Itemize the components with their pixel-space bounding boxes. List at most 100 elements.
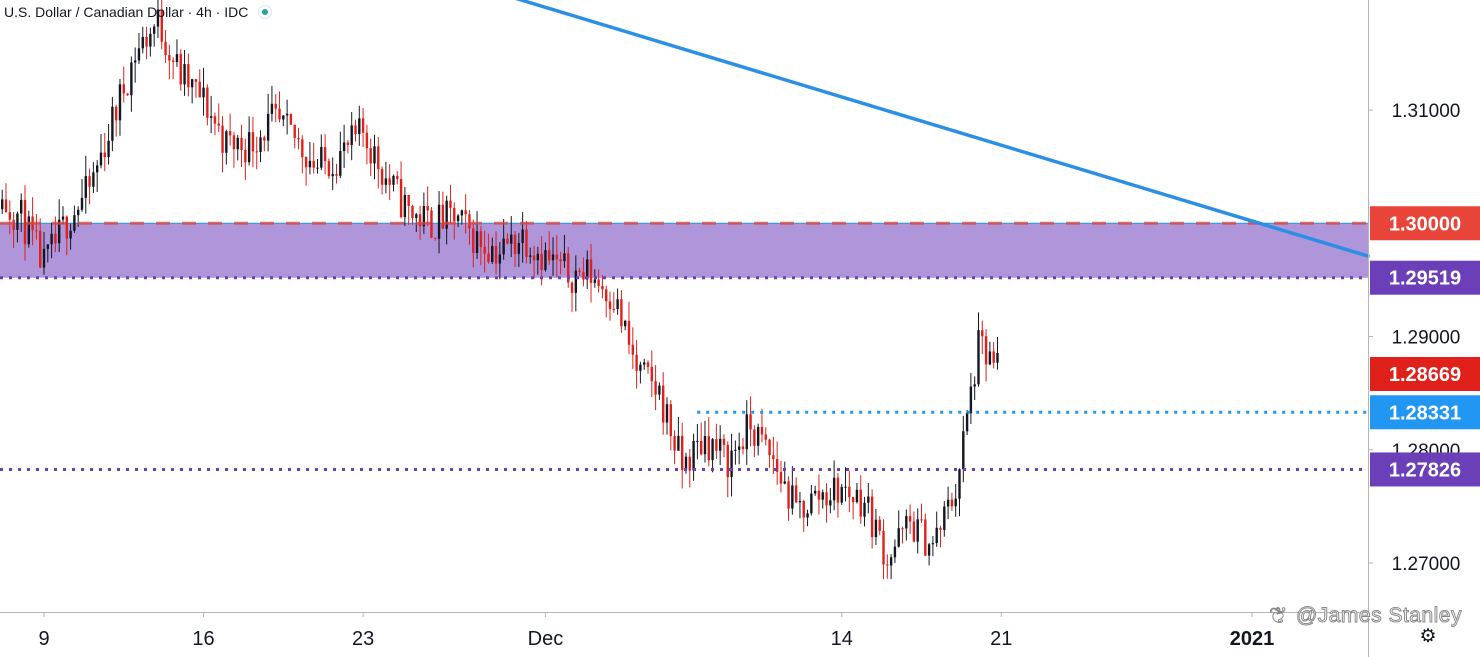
symbol-title: U.S. Dollar / Canadian Dollar · 4h · IDC bbox=[4, 4, 249, 20]
candle-bull bbox=[829, 500, 832, 506]
candle-bull bbox=[517, 242, 521, 254]
price-tag-1.27826 bbox=[1370, 452, 1480, 487]
candle-bear bbox=[434, 237, 437, 239]
candle-bear bbox=[620, 299, 623, 327]
candle-bear bbox=[870, 496, 874, 538]
y-tick-label: 1.27000 bbox=[1392, 554, 1461, 575]
candle-bull bbox=[551, 254, 555, 261]
candle-bull bbox=[844, 486, 847, 488]
candle-bear bbox=[194, 79, 198, 82]
candle-bear bbox=[164, 41, 167, 56]
price-tag-label: 1.28669 bbox=[1389, 364, 1461, 386]
candle-bull bbox=[342, 142, 346, 152]
candle-bull bbox=[593, 279, 597, 283]
candle-bull bbox=[696, 440, 699, 442]
x-tick-label: 14 bbox=[831, 628, 853, 650]
candle-bull bbox=[973, 384, 976, 387]
candle-bear bbox=[506, 238, 509, 244]
candle-bear bbox=[699, 440, 703, 455]
candle-bull bbox=[783, 481, 786, 484]
candle-bear bbox=[289, 113, 293, 125]
candle-bear bbox=[206, 87, 209, 118]
candle-bear bbox=[228, 131, 232, 136]
candle-bull bbox=[510, 234, 513, 244]
candle-bull bbox=[445, 200, 448, 229]
candle-bear bbox=[54, 233, 57, 244]
candle-bear bbox=[559, 259, 562, 262]
candle-bull bbox=[137, 48, 141, 61]
candle-bear bbox=[886, 564, 889, 566]
candle-bear bbox=[304, 157, 308, 168]
candle-bull bbox=[498, 254, 502, 264]
candle-bear bbox=[760, 426, 764, 435]
candle-bear bbox=[244, 149, 247, 163]
candle-bull bbox=[529, 255, 532, 257]
candle-bull bbox=[266, 113, 270, 141]
candle-bear bbox=[388, 178, 391, 185]
candle-bull bbox=[92, 172, 95, 187]
candle-bear bbox=[8, 212, 12, 220]
candle-bear bbox=[650, 366, 653, 382]
candle-bear bbox=[753, 429, 756, 446]
candle-bull bbox=[935, 527, 938, 544]
candle-bull bbox=[339, 151, 342, 176]
candle-bear bbox=[468, 214, 471, 229]
candle-bull bbox=[718, 438, 722, 451]
candle-bull bbox=[107, 140, 110, 158]
candle-bear bbox=[779, 471, 783, 484]
price-tag-label: 1.29519 bbox=[1389, 268, 1461, 290]
candle-bear bbox=[901, 528, 904, 530]
candle-bear bbox=[513, 234, 517, 254]
candle-bull bbox=[384, 178, 388, 185]
candle-bull bbox=[791, 485, 794, 509]
candle-bear bbox=[323, 146, 327, 162]
candle-bear bbox=[240, 137, 243, 150]
candle-bear bbox=[859, 489, 862, 517]
watermark-text: @James Stanley bbox=[1295, 604, 1462, 628]
candle-bull bbox=[756, 426, 760, 446]
candle-bull bbox=[962, 431, 965, 470]
candle-bear bbox=[354, 125, 357, 135]
candle-bear bbox=[605, 289, 608, 302]
candle-bull bbox=[403, 194, 407, 218]
candle-bear bbox=[768, 439, 771, 456]
candle-bear bbox=[361, 118, 365, 133]
candle-bull bbox=[810, 493, 813, 514]
candle-bull bbox=[415, 214, 418, 218]
candle-bull bbox=[988, 351, 992, 365]
candle-bear bbox=[301, 139, 304, 158]
candle-bull bbox=[916, 519, 919, 542]
candle-bull bbox=[42, 248, 46, 268]
candle-bear bbox=[912, 521, 916, 542]
candle-bear bbox=[122, 84, 125, 94]
candle-bull bbox=[133, 60, 137, 63]
candle-bull bbox=[50, 233, 53, 245]
candle-bear bbox=[126, 93, 129, 96]
candle-bull bbox=[61, 216, 65, 220]
candle-bull bbox=[536, 253, 540, 261]
price-tag-label: 1.28331 bbox=[1389, 402, 1461, 424]
candle-bull bbox=[175, 54, 179, 62]
candle-bull bbox=[475, 231, 479, 254]
candle-bear bbox=[399, 178, 403, 218]
candle-bear bbox=[160, 9, 163, 42]
gear-icon[interactable]: ⚙ bbox=[1419, 626, 1437, 647]
candle-bear bbox=[631, 344, 635, 355]
candle-bull bbox=[99, 152, 103, 166]
candle-bull bbox=[149, 33, 152, 47]
candle-bull bbox=[665, 404, 669, 423]
candle-bull bbox=[889, 557, 893, 566]
candle-bull bbox=[692, 440, 695, 471]
candle-bull bbox=[259, 137, 262, 152]
candle-bull bbox=[624, 320, 627, 327]
candle-bull bbox=[813, 490, 817, 494]
candle-bear bbox=[274, 103, 277, 109]
candle-bull bbox=[373, 146, 376, 164]
candle-bear bbox=[878, 519, 881, 531]
candle-bear bbox=[297, 138, 300, 140]
candle-bear bbox=[346, 142, 350, 146]
candle-bull bbox=[544, 250, 547, 270]
candle-bull bbox=[616, 299, 619, 310]
candle-bull bbox=[152, 26, 156, 34]
